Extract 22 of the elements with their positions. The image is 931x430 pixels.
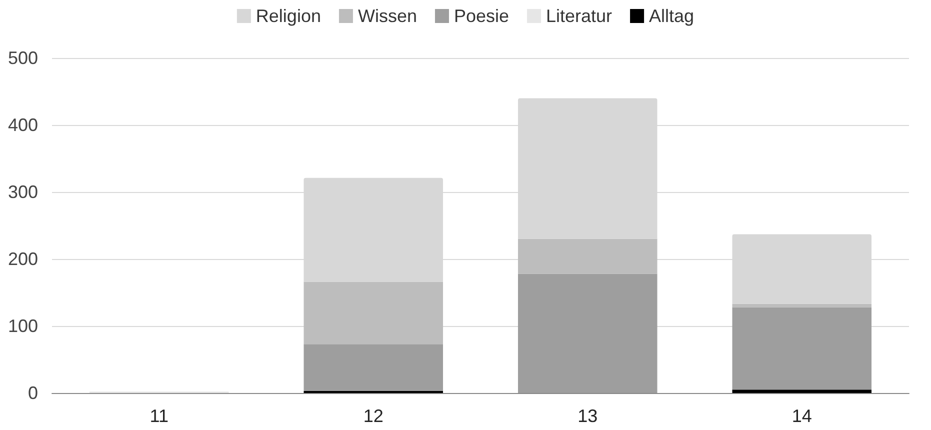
bar <box>304 344 444 391</box>
legend-label: Literatur <box>546 6 612 26</box>
bar <box>732 307 872 390</box>
bar <box>732 390 872 393</box>
x-tick-label: 12 <box>363 406 384 426</box>
bar <box>304 282 444 344</box>
y-tick-label: 100 <box>8 316 38 336</box>
bar <box>732 304 872 308</box>
y-tick-label: 400 <box>8 115 38 135</box>
legend-label: Alltag <box>649 6 694 26</box>
legend-label: Poesie <box>454 6 510 26</box>
bar <box>518 274 658 393</box>
legend-label: Wissen <box>358 6 417 26</box>
x-tick-label: 14 <box>792 406 812 426</box>
y-tick-label: 500 <box>8 48 38 68</box>
x-tick-label: 11 <box>150 406 168 426</box>
bar <box>518 238 658 274</box>
legend-label: Religion <box>256 6 321 26</box>
y-tick-label: 0 <box>28 383 38 403</box>
x-tick-label: 13 <box>578 406 598 426</box>
y-tick-label: 300 <box>8 182 38 202</box>
y-tick-label: 200 <box>8 249 38 269</box>
